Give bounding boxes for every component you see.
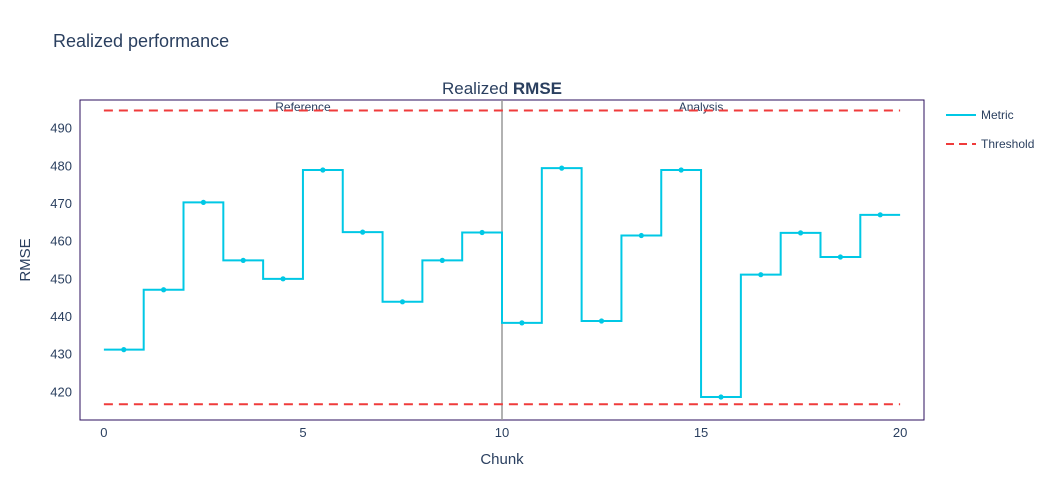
chart-title-metric: RMSE xyxy=(513,79,562,98)
metric-point[interactable] xyxy=(837,254,843,260)
metric-point[interactable] xyxy=(718,394,724,400)
x-tick-label: 15 xyxy=(694,425,708,440)
x-axis-title: Chunk xyxy=(480,451,524,468)
axis-layer: 0 5 10 15 20 420 430 440 450 460 470 480 490 xyxy=(50,121,907,440)
metric-point[interactable] xyxy=(161,287,167,293)
y-tick-label: 430 xyxy=(50,347,72,362)
y-tick-label: 460 xyxy=(50,234,72,249)
y-axis-title: RMSE xyxy=(17,238,34,281)
metric-point[interactable] xyxy=(280,276,286,282)
period-label-analysis: Analysis xyxy=(679,100,724,114)
y-tick-label: 420 xyxy=(50,384,72,399)
y-tick-label: 490 xyxy=(50,121,72,136)
metric-point[interactable] xyxy=(797,230,804,236)
metric-point[interactable] xyxy=(360,229,366,235)
metric-point[interactable] xyxy=(439,257,445,263)
metric-point[interactable] xyxy=(877,212,883,218)
metric-point[interactable] xyxy=(320,167,326,173)
metric-point[interactable] xyxy=(638,232,644,239)
chart-title-prefix: Realized xyxy=(442,79,513,98)
legend-metric-label[interactable]: Metric xyxy=(981,108,1014,122)
x-tick-label: 5 xyxy=(299,425,306,440)
metric-point[interactable] xyxy=(121,347,127,353)
x-tick-label: 0 xyxy=(100,425,107,440)
period-label-reference: Reference xyxy=(275,100,331,114)
x-tick-label: 20 xyxy=(893,425,907,440)
y-tick-label: 480 xyxy=(50,158,72,173)
plot-layer: Reference Analysis xyxy=(103,100,901,420)
x-tick-label: 10 xyxy=(495,425,509,440)
y-tick-label: 470 xyxy=(50,196,72,211)
metric-point[interactable] xyxy=(758,272,764,278)
metric-point[interactable] xyxy=(598,318,605,324)
metric-point[interactable] xyxy=(559,165,565,171)
metric-point[interactable] xyxy=(479,229,485,236)
y-tick-label: 450 xyxy=(50,271,72,286)
metric-point[interactable] xyxy=(399,299,406,305)
legend-threshold-label[interactable]: Threshold xyxy=(981,137,1034,151)
page-title: Realized performance xyxy=(53,31,230,51)
legend[interactable]: Metric Threshold xyxy=(946,108,1034,151)
chart-title: Realized RMSE xyxy=(442,79,562,98)
metric-point[interactable] xyxy=(678,167,684,173)
metric-point[interactable] xyxy=(200,199,207,205)
y-tick-label: 440 xyxy=(50,309,72,324)
metric-point[interactable] xyxy=(519,320,525,326)
metric-point[interactable] xyxy=(240,257,246,263)
